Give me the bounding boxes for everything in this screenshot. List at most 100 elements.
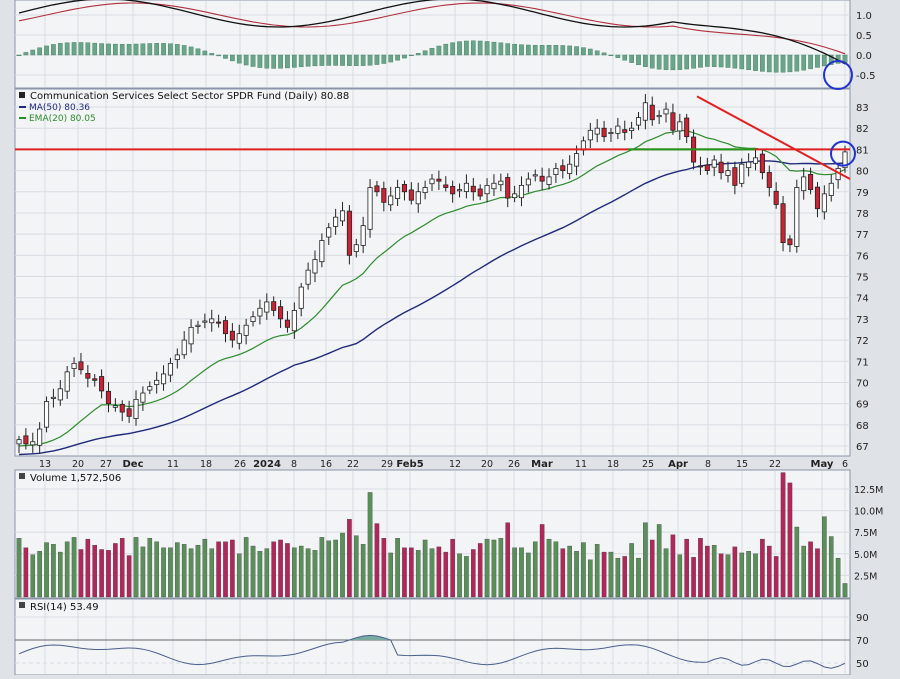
macd-histogram-bar bbox=[677, 54, 683, 70]
volume-bar bbox=[581, 542, 586, 598]
volume-bar bbox=[725, 554, 731, 598]
candle bbox=[278, 300, 284, 328]
volume-bar bbox=[367, 492, 373, 598]
macd-histogram-bar bbox=[436, 45, 442, 56]
volume-bar bbox=[656, 524, 662, 598]
volume-bar bbox=[250, 545, 256, 598]
macd-tick-label: 0.5 bbox=[856, 31, 872, 42]
candle bbox=[677, 113, 683, 140]
macd-histogram-bar bbox=[546, 45, 552, 56]
candle bbox=[718, 153, 724, 180]
macd-histogram-bar bbox=[815, 54, 820, 68]
volume-title: Volume 1,572,506 bbox=[30, 473, 121, 484]
candle bbox=[353, 238, 359, 258]
candle bbox=[326, 223, 332, 246]
macd-histogram-bar bbox=[608, 54, 614, 57]
price-panel bbox=[14, 88, 851, 457]
macd-histogram-bar bbox=[780, 54, 786, 73]
candle bbox=[794, 179, 800, 253]
candle bbox=[71, 357, 77, 378]
macd-histogram-bar bbox=[725, 54, 731, 68]
rsi-tick-label: 50 bbox=[856, 659, 869, 670]
volume-bar bbox=[64, 541, 70, 598]
time-tick-label: 18 bbox=[200, 459, 212, 470]
candle bbox=[518, 176, 525, 207]
volume-bar bbox=[615, 557, 621, 598]
volume-bar bbox=[808, 541, 813, 598]
macd-histogram-bar bbox=[113, 43, 118, 56]
volume-bar bbox=[822, 516, 827, 598]
volume-bar bbox=[223, 541, 228, 598]
candle bbox=[43, 396, 50, 433]
volume-bar bbox=[422, 539, 428, 598]
volume-bar bbox=[409, 547, 414, 598]
candle bbox=[312, 250, 318, 283]
macd-histogram-bar bbox=[395, 54, 400, 61]
volume-bar bbox=[711, 544, 717, 598]
volume-bar bbox=[326, 540, 332, 598]
macd-histogram-bar bbox=[64, 42, 70, 56]
macd-histogram-bar bbox=[464, 40, 469, 56]
volume-bar bbox=[794, 526, 800, 598]
volume-bar bbox=[498, 538, 504, 598]
rsi-tick-label: 70 bbox=[856, 636, 869, 647]
volume-bar bbox=[119, 538, 125, 598]
candle bbox=[174, 348, 180, 369]
candle bbox=[195, 320, 201, 334]
candle bbox=[339, 201, 346, 226]
volume-bar bbox=[188, 548, 194, 598]
macd-histogram-bar bbox=[195, 48, 201, 56]
macd-histogram-bar bbox=[684, 54, 690, 70]
rsi-panel bbox=[14, 598, 851, 676]
volume-bar bbox=[505, 522, 511, 598]
volume-bar bbox=[305, 548, 311, 598]
time-tick-label: 29 bbox=[381, 459, 393, 470]
volume-bar bbox=[37, 551, 42, 598]
volume-bar bbox=[168, 547, 173, 598]
volume-bar bbox=[746, 551, 751, 598]
volume-bar bbox=[333, 539, 338, 598]
macd-histogram-bar bbox=[360, 54, 366, 66]
macd-histogram-bar bbox=[236, 54, 242, 64]
candle bbox=[532, 169, 538, 182]
candle bbox=[759, 149, 765, 180]
macd-histogram-bar bbox=[539, 45, 545, 56]
candle bbox=[264, 293, 270, 320]
macd-histogram-bar bbox=[257, 54, 263, 68]
candle bbox=[539, 167, 545, 191]
candle bbox=[739, 158, 745, 188]
candle bbox=[30, 432, 36, 453]
candle bbox=[456, 183, 463, 198]
macd-histogram-bar bbox=[615, 54, 621, 58]
candle bbox=[388, 186, 394, 212]
candle bbox=[560, 159, 566, 179]
candle bbox=[443, 176, 449, 192]
macd-histogram-bar bbox=[519, 44, 524, 56]
macd-histogram-bar bbox=[643, 54, 648, 67]
time-tick-label: 13 bbox=[39, 459, 51, 470]
macd-histogram-bar bbox=[154, 43, 160, 56]
macd-histogram-bar bbox=[560, 45, 566, 56]
volume-bar bbox=[477, 543, 483, 598]
candle bbox=[408, 182, 414, 205]
time-tick-label: 20 bbox=[72, 459, 84, 470]
candle bbox=[291, 302, 297, 339]
macd-histogram-bar bbox=[581, 47, 586, 56]
candle bbox=[752, 149, 759, 171]
volume-bar bbox=[319, 537, 325, 598]
candle bbox=[181, 331, 187, 359]
macd-histogram-bar bbox=[739, 54, 745, 70]
volume-bar bbox=[312, 550, 318, 598]
macd-histogram-bar bbox=[291, 54, 297, 68]
candle bbox=[243, 318, 249, 345]
candle bbox=[167, 357, 173, 382]
macd-histogram-bar bbox=[746, 54, 751, 70]
volume-tick-label: 2.5M bbox=[854, 571, 877, 582]
candle bbox=[629, 121, 635, 139]
macd-histogram-bar bbox=[161, 43, 166, 56]
price-title: Communication Services Select Sector SPD… bbox=[30, 91, 349, 102]
macd-histogram-bar bbox=[477, 40, 483, 56]
volume-bar bbox=[44, 542, 49, 598]
price-tick-label: 82 bbox=[856, 124, 869, 135]
